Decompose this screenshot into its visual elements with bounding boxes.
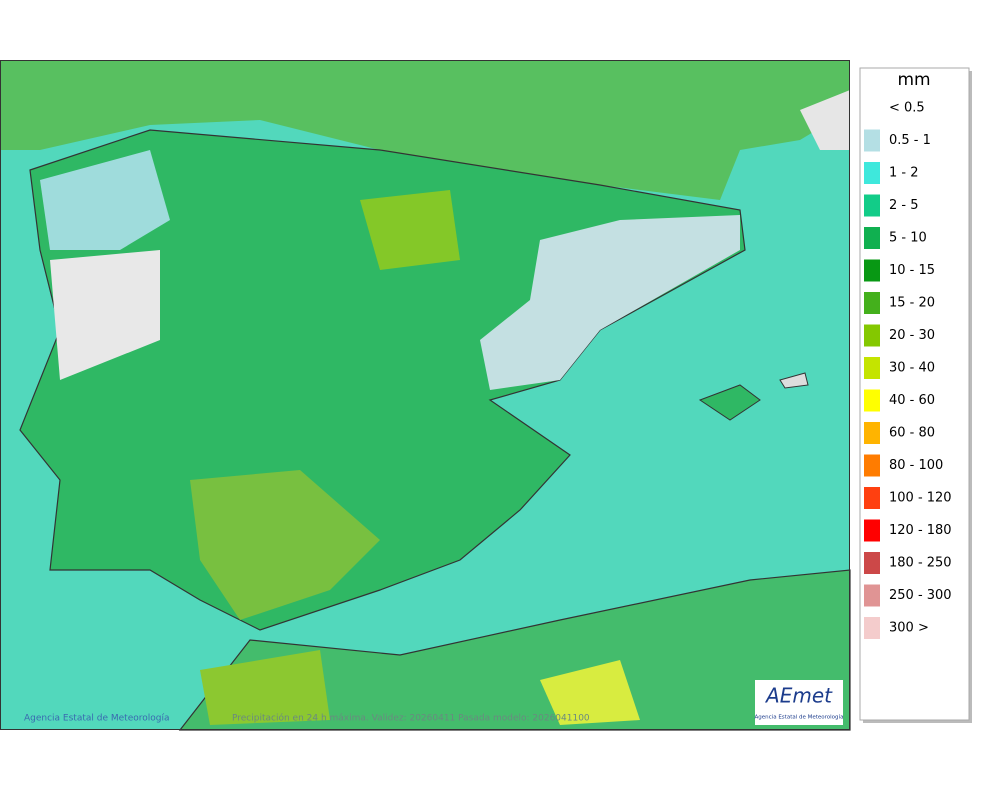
map-frame — [0, 60, 850, 730]
logo-box — [755, 680, 843, 725]
wet-area — [540, 660, 640, 725]
legend-label: < 0.5 — [889, 101, 925, 116]
legend-label: 300 > — [889, 621, 929, 636]
legend-label: 15 - 20 — [889, 296, 935, 311]
dry-area — [800, 90, 850, 150]
legend-label: 2 - 5 — [889, 198, 919, 213]
legend-label: 80 - 100 — [889, 458, 943, 473]
legend-unit: mm — [897, 70, 930, 90]
legend-swatch — [864, 357, 880, 379]
legend-swatch — [864, 422, 880, 444]
portugal-dry — [50, 250, 160, 380]
balearics — [779, 372, 809, 389]
dry-area — [40, 150, 170, 250]
wet-area — [200, 650, 330, 725]
legend-swatch — [864, 292, 880, 314]
legend-label: 180 - 250 — [889, 556, 952, 571]
legend-label: 120 - 180 — [889, 523, 952, 538]
wet-area — [360, 190, 460, 270]
legend-swatch — [864, 97, 880, 119]
legend-swatch — [864, 519, 880, 542]
legend-label: 0.5 - 1 — [889, 133, 931, 148]
legend-swatch — [864, 584, 880, 607]
legend-swatch — [864, 259, 880, 282]
legend-swatch — [864, 487, 880, 509]
credit: Agencia Estatal de Meteorología — [24, 714, 170, 724]
legend-swatch — [864, 552, 880, 574]
legend-label: 100 - 120 — [889, 491, 952, 506]
legend-label: 5 - 10 — [889, 231, 927, 246]
legend-swatch — [864, 617, 880, 639]
legend-swatch — [864, 324, 880, 347]
map — [0, 60, 851, 731]
balearics — [698, 384, 761, 421]
france — [0, 60, 850, 200]
legend-swatch — [864, 129, 880, 152]
logo-name: AEmet — [764, 684, 833, 708]
legend-swatch — [864, 194, 880, 217]
caption: Precipitación en 24 h máxima. Validez: 2… — [232, 713, 590, 724]
legend-swatch — [864, 162, 880, 184]
legend-label: 250 - 300 — [889, 588, 952, 603]
legend-swatch — [864, 389, 880, 412]
legend-label: 20 - 30 — [889, 328, 935, 343]
logo-subtitle: Agencia Estatal de Meteorología — [755, 714, 844, 721]
legend-label: 40 - 60 — [889, 393, 935, 408]
legend-label: 60 - 80 — [889, 426, 935, 441]
legend-swatch — [864, 454, 880, 477]
legend-swatch — [864, 227, 880, 249]
wet-area — [190, 470, 380, 620]
legend-label: 30 - 40 — [889, 361, 935, 376]
legend-label: 1 - 2 — [889, 166, 919, 181]
dry-area — [480, 215, 740, 390]
legend-label: 10 - 15 — [889, 263, 935, 278]
